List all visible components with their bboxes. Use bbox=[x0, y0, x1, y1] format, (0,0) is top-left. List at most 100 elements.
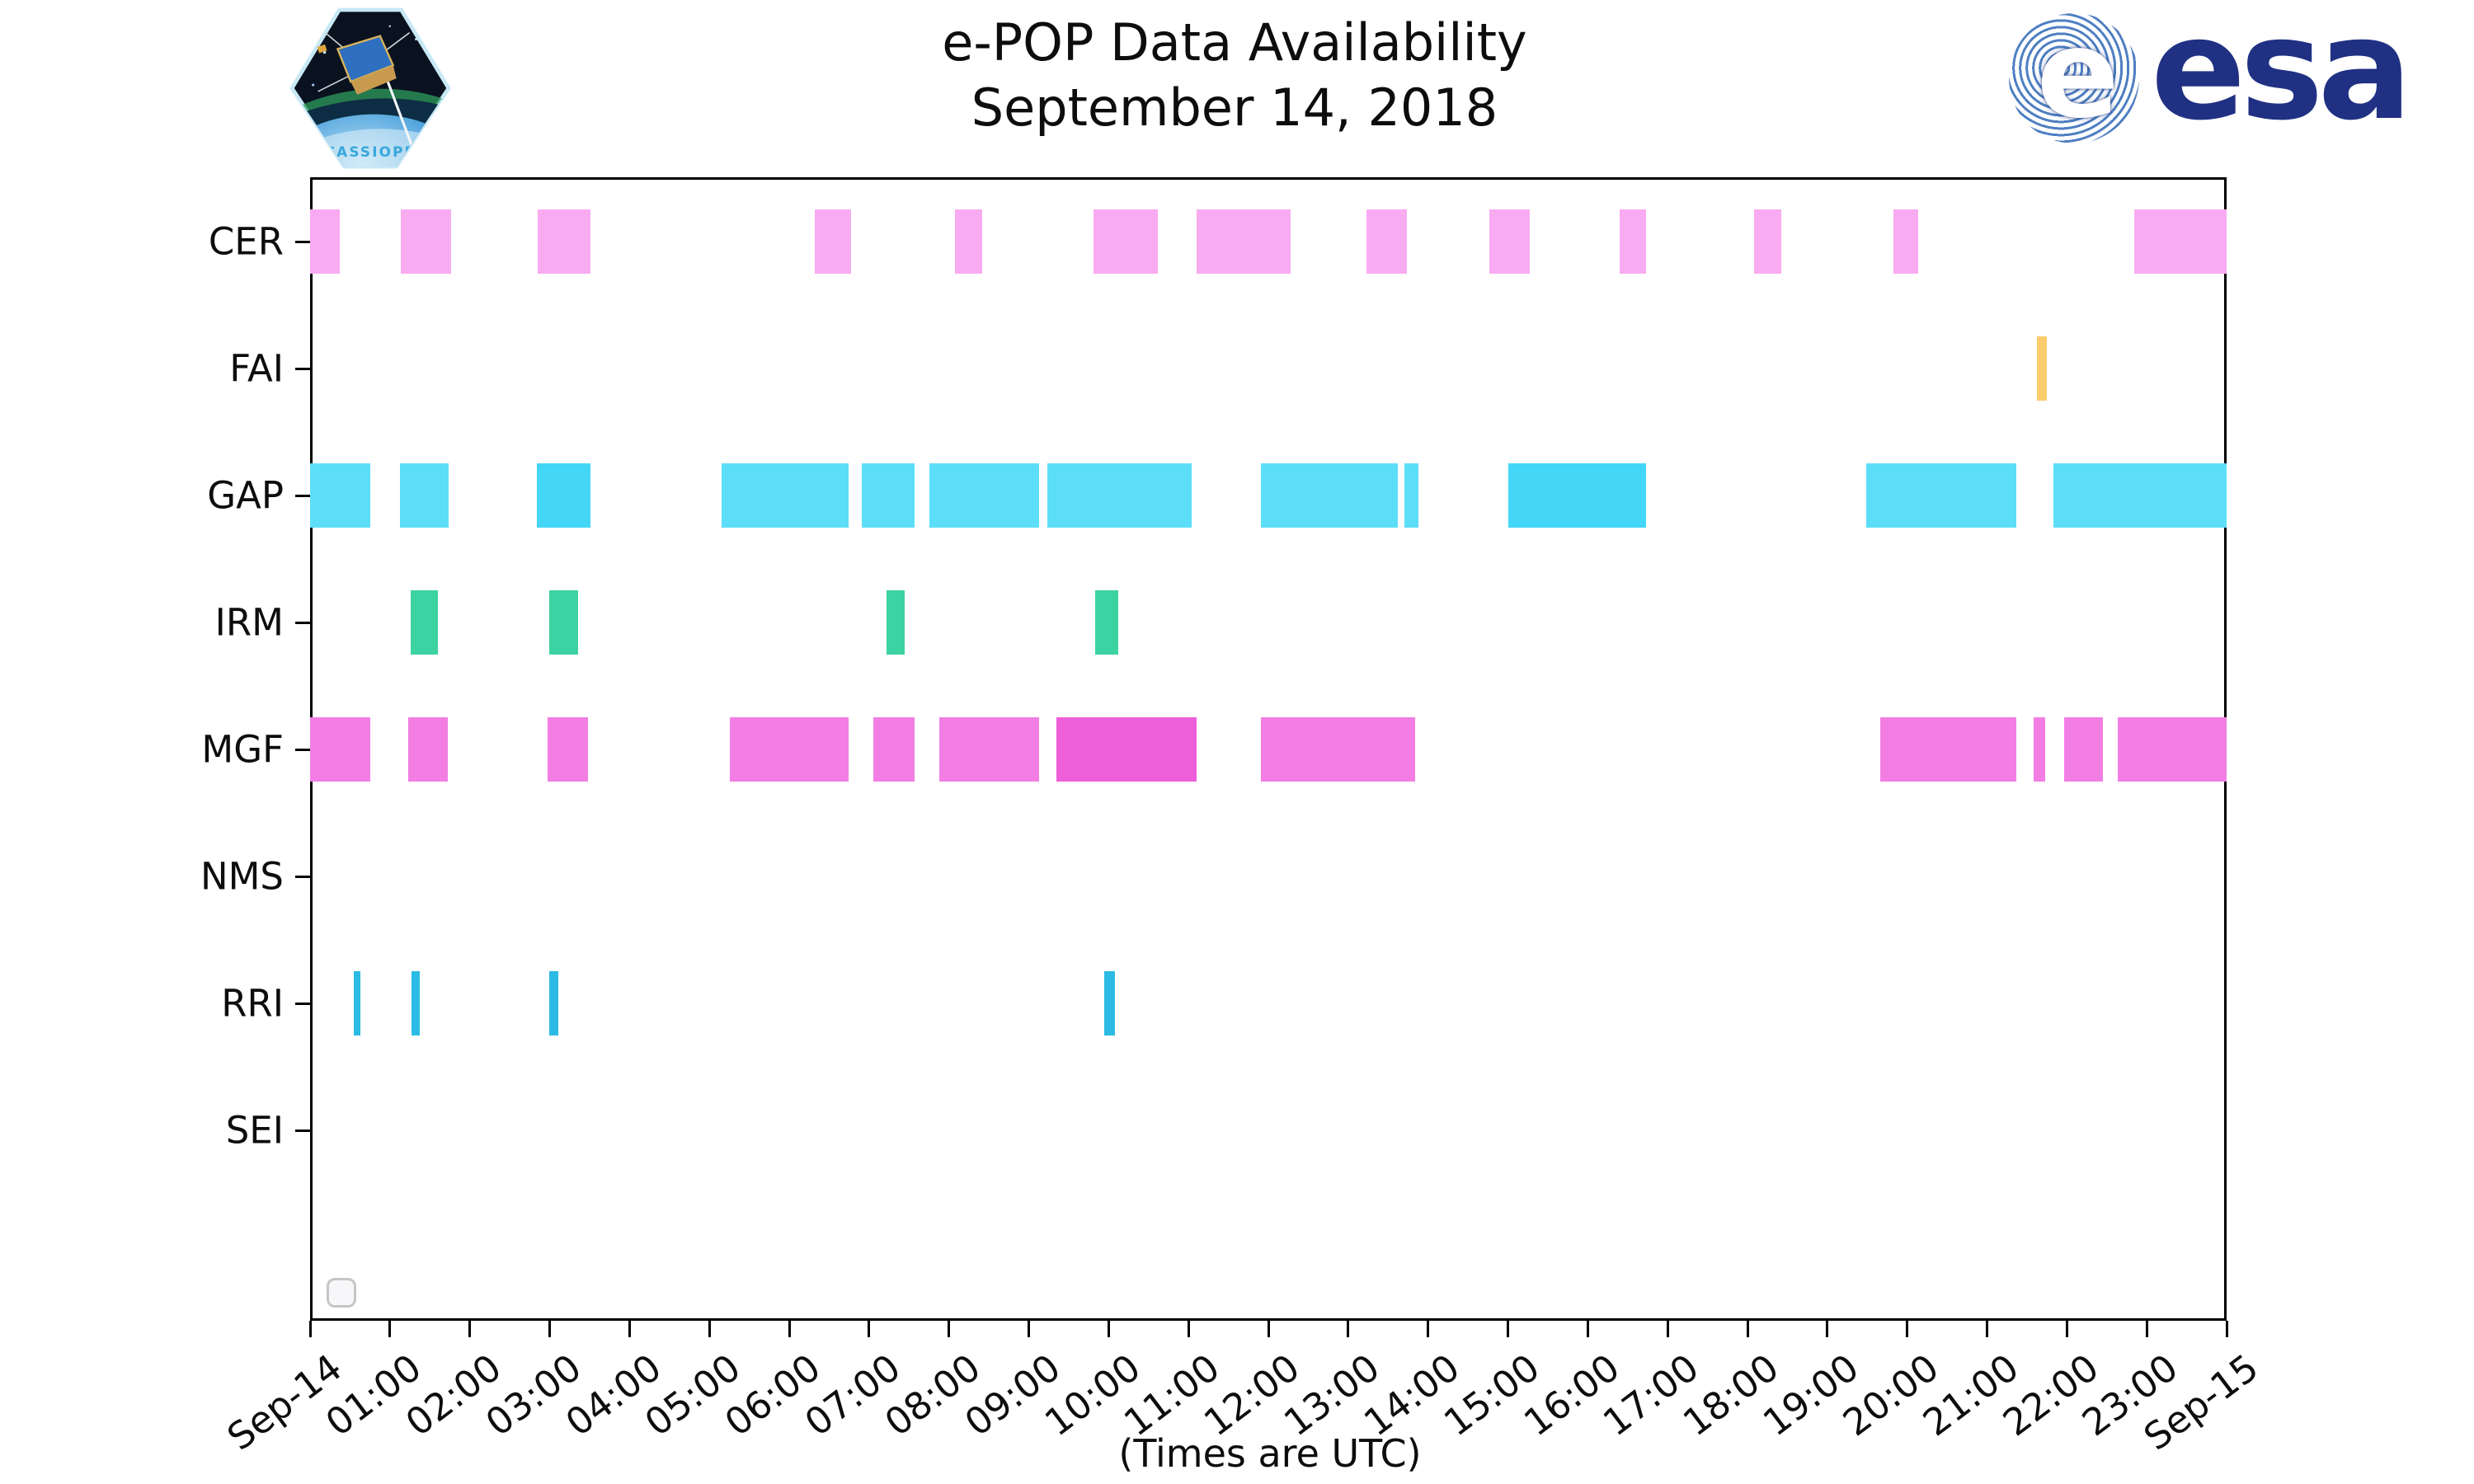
y-tick-label-fai: FAI bbox=[229, 346, 284, 391]
availability-bar-cer bbox=[815, 209, 851, 274]
availability-bar-mgf bbox=[1879, 717, 2017, 782]
x-tick-20 bbox=[1906, 1321, 1909, 1337]
x-tick-4 bbox=[628, 1321, 631, 1337]
availability-bar-gap bbox=[1507, 463, 1646, 528]
availability-bar-rri bbox=[548, 971, 559, 1036]
esa-logo: e esa bbox=[2009, 0, 2412, 145]
availability-bar-mgf bbox=[2118, 717, 2227, 782]
availability-bar-cer bbox=[401, 209, 452, 274]
cassiope-patch-graphic: CASSIOPE bbox=[289, 7, 451, 169]
x-axis-caption: (Times are UTC) bbox=[1118, 1431, 1422, 1476]
y-tick-nms bbox=[295, 875, 310, 878]
availability-bar-gap bbox=[399, 463, 449, 528]
esa-globe-e-glyph: e bbox=[2036, 3, 2119, 146]
x-tick-0 bbox=[308, 1321, 312, 1337]
availability-bar-mgf bbox=[2064, 717, 2103, 782]
availability-bar-mgf bbox=[872, 717, 915, 782]
availability-bar-gap bbox=[1866, 463, 2017, 528]
availability-bar-cer bbox=[1489, 209, 1530, 274]
x-tick-24 bbox=[2225, 1321, 2228, 1337]
cassiope-patch-label: CASSIOPE bbox=[325, 143, 416, 160]
x-tick-19 bbox=[1826, 1321, 1829, 1337]
bars-layer bbox=[310, 177, 2227, 1321]
availability-bar-cer bbox=[955, 209, 983, 274]
y-tick-label-mgf: MGF bbox=[201, 727, 284, 772]
x-tick-12 bbox=[1267, 1321, 1270, 1337]
x-tick-13 bbox=[1347, 1321, 1350, 1337]
x-tick-17 bbox=[1666, 1321, 1669, 1337]
availability-bar-cer bbox=[1093, 209, 1159, 274]
x-tick-16 bbox=[1586, 1321, 1589, 1337]
availability-bar-cer bbox=[1753, 209, 1781, 274]
y-tick-sei bbox=[295, 1129, 310, 1132]
x-tick-9 bbox=[1028, 1321, 1030, 1337]
availability-bar-gap bbox=[1047, 463, 1192, 528]
empty-legend-placeholder bbox=[327, 1278, 356, 1308]
y-tick-mgf bbox=[295, 748, 310, 751]
esa-wordmark: esa bbox=[2151, 0, 2412, 152]
y-tick-fai bbox=[295, 367, 310, 370]
x-tick-21 bbox=[1986, 1321, 1988, 1337]
y-tick-label-cer: CER bbox=[208, 219, 284, 264]
x-tick-22 bbox=[2065, 1321, 2068, 1337]
x-tick-6 bbox=[788, 1321, 791, 1337]
availability-bar-fai bbox=[2036, 336, 2048, 401]
y-tick-label-gap: GAP bbox=[207, 473, 284, 518]
x-tick-3 bbox=[548, 1321, 551, 1337]
chart-title-line2: September 14, 2018 bbox=[971, 77, 1498, 139]
availability-bar-irm bbox=[411, 590, 438, 655]
availability-bar-cer bbox=[1366, 209, 1408, 274]
x-tick-5 bbox=[708, 1321, 711, 1337]
availability-bar-mgf bbox=[310, 717, 370, 782]
x-tick-18 bbox=[1746, 1321, 1749, 1337]
availability-bar-mgf bbox=[730, 717, 849, 782]
x-tick-14 bbox=[1427, 1321, 1430, 1337]
availability-bar-mgf bbox=[2033, 717, 2046, 782]
availability-bar-rri bbox=[1103, 971, 1116, 1036]
x-tick-11 bbox=[1187, 1321, 1190, 1337]
availability-bar-gap bbox=[1261, 463, 1398, 528]
x-tick-1 bbox=[388, 1321, 392, 1337]
y-tick-label-nms: NMS bbox=[200, 854, 284, 899]
x-tick-8 bbox=[948, 1321, 951, 1337]
y-tick-label-sei: SEI bbox=[225, 1108, 284, 1153]
x-tick-7 bbox=[868, 1321, 871, 1337]
y-tick-irm bbox=[295, 621, 310, 624]
y-tick-rri bbox=[295, 1002, 310, 1005]
x-tick-23 bbox=[2145, 1321, 2148, 1337]
availability-bar-gap bbox=[2053, 463, 2227, 528]
availability-bar-rri bbox=[412, 971, 420, 1036]
y-tick-label-rri: RRI bbox=[221, 981, 284, 1026]
availability-bar-cer bbox=[1893, 209, 1919, 274]
availability-bar-mgf bbox=[939, 717, 1039, 782]
availability-bar-gap bbox=[862, 463, 915, 528]
availability-bar-irm bbox=[1094, 590, 1118, 655]
availability-bar-mgf bbox=[1056, 717, 1197, 782]
chart-title: e-POP Data Availability September 14, 20… bbox=[942, 10, 1527, 141]
availability-bar-cer bbox=[2133, 209, 2227, 274]
y-tick-gap bbox=[295, 494, 310, 497]
availability-bar-cer bbox=[1196, 209, 1291, 274]
availability-bar-rri bbox=[354, 971, 360, 1036]
y-tick-label-irm: IRM bbox=[214, 600, 284, 645]
availability-bar-irm bbox=[548, 590, 579, 655]
availability-bar-mgf bbox=[408, 717, 449, 782]
chart-title-line1: e-POP Data Availability bbox=[942, 12, 1527, 73]
availability-bar-gap bbox=[1404, 463, 1418, 528]
x-tick-15 bbox=[1507, 1321, 1509, 1337]
availability-bar-cer bbox=[310, 209, 340, 274]
x-tick-10 bbox=[1107, 1321, 1110, 1337]
availability-bar-gap bbox=[721, 463, 849, 528]
availability-bar-cer bbox=[1620, 209, 1647, 274]
x-tick-2 bbox=[468, 1321, 472, 1337]
esa-globe-icon: e bbox=[2009, 3, 2139, 145]
availability-bar-gap bbox=[929, 463, 1040, 528]
availability-bar-gap bbox=[537, 463, 590, 528]
cassiope-mission-patch-logo: CASSIOPE bbox=[289, 7, 452, 170]
availability-bar-mgf bbox=[547, 717, 588, 782]
availability-bar-mgf bbox=[1261, 717, 1416, 782]
availability-bar-gap bbox=[310, 463, 370, 528]
y-tick-cer bbox=[295, 240, 310, 243]
availability-bar-cer bbox=[538, 209, 590, 274]
